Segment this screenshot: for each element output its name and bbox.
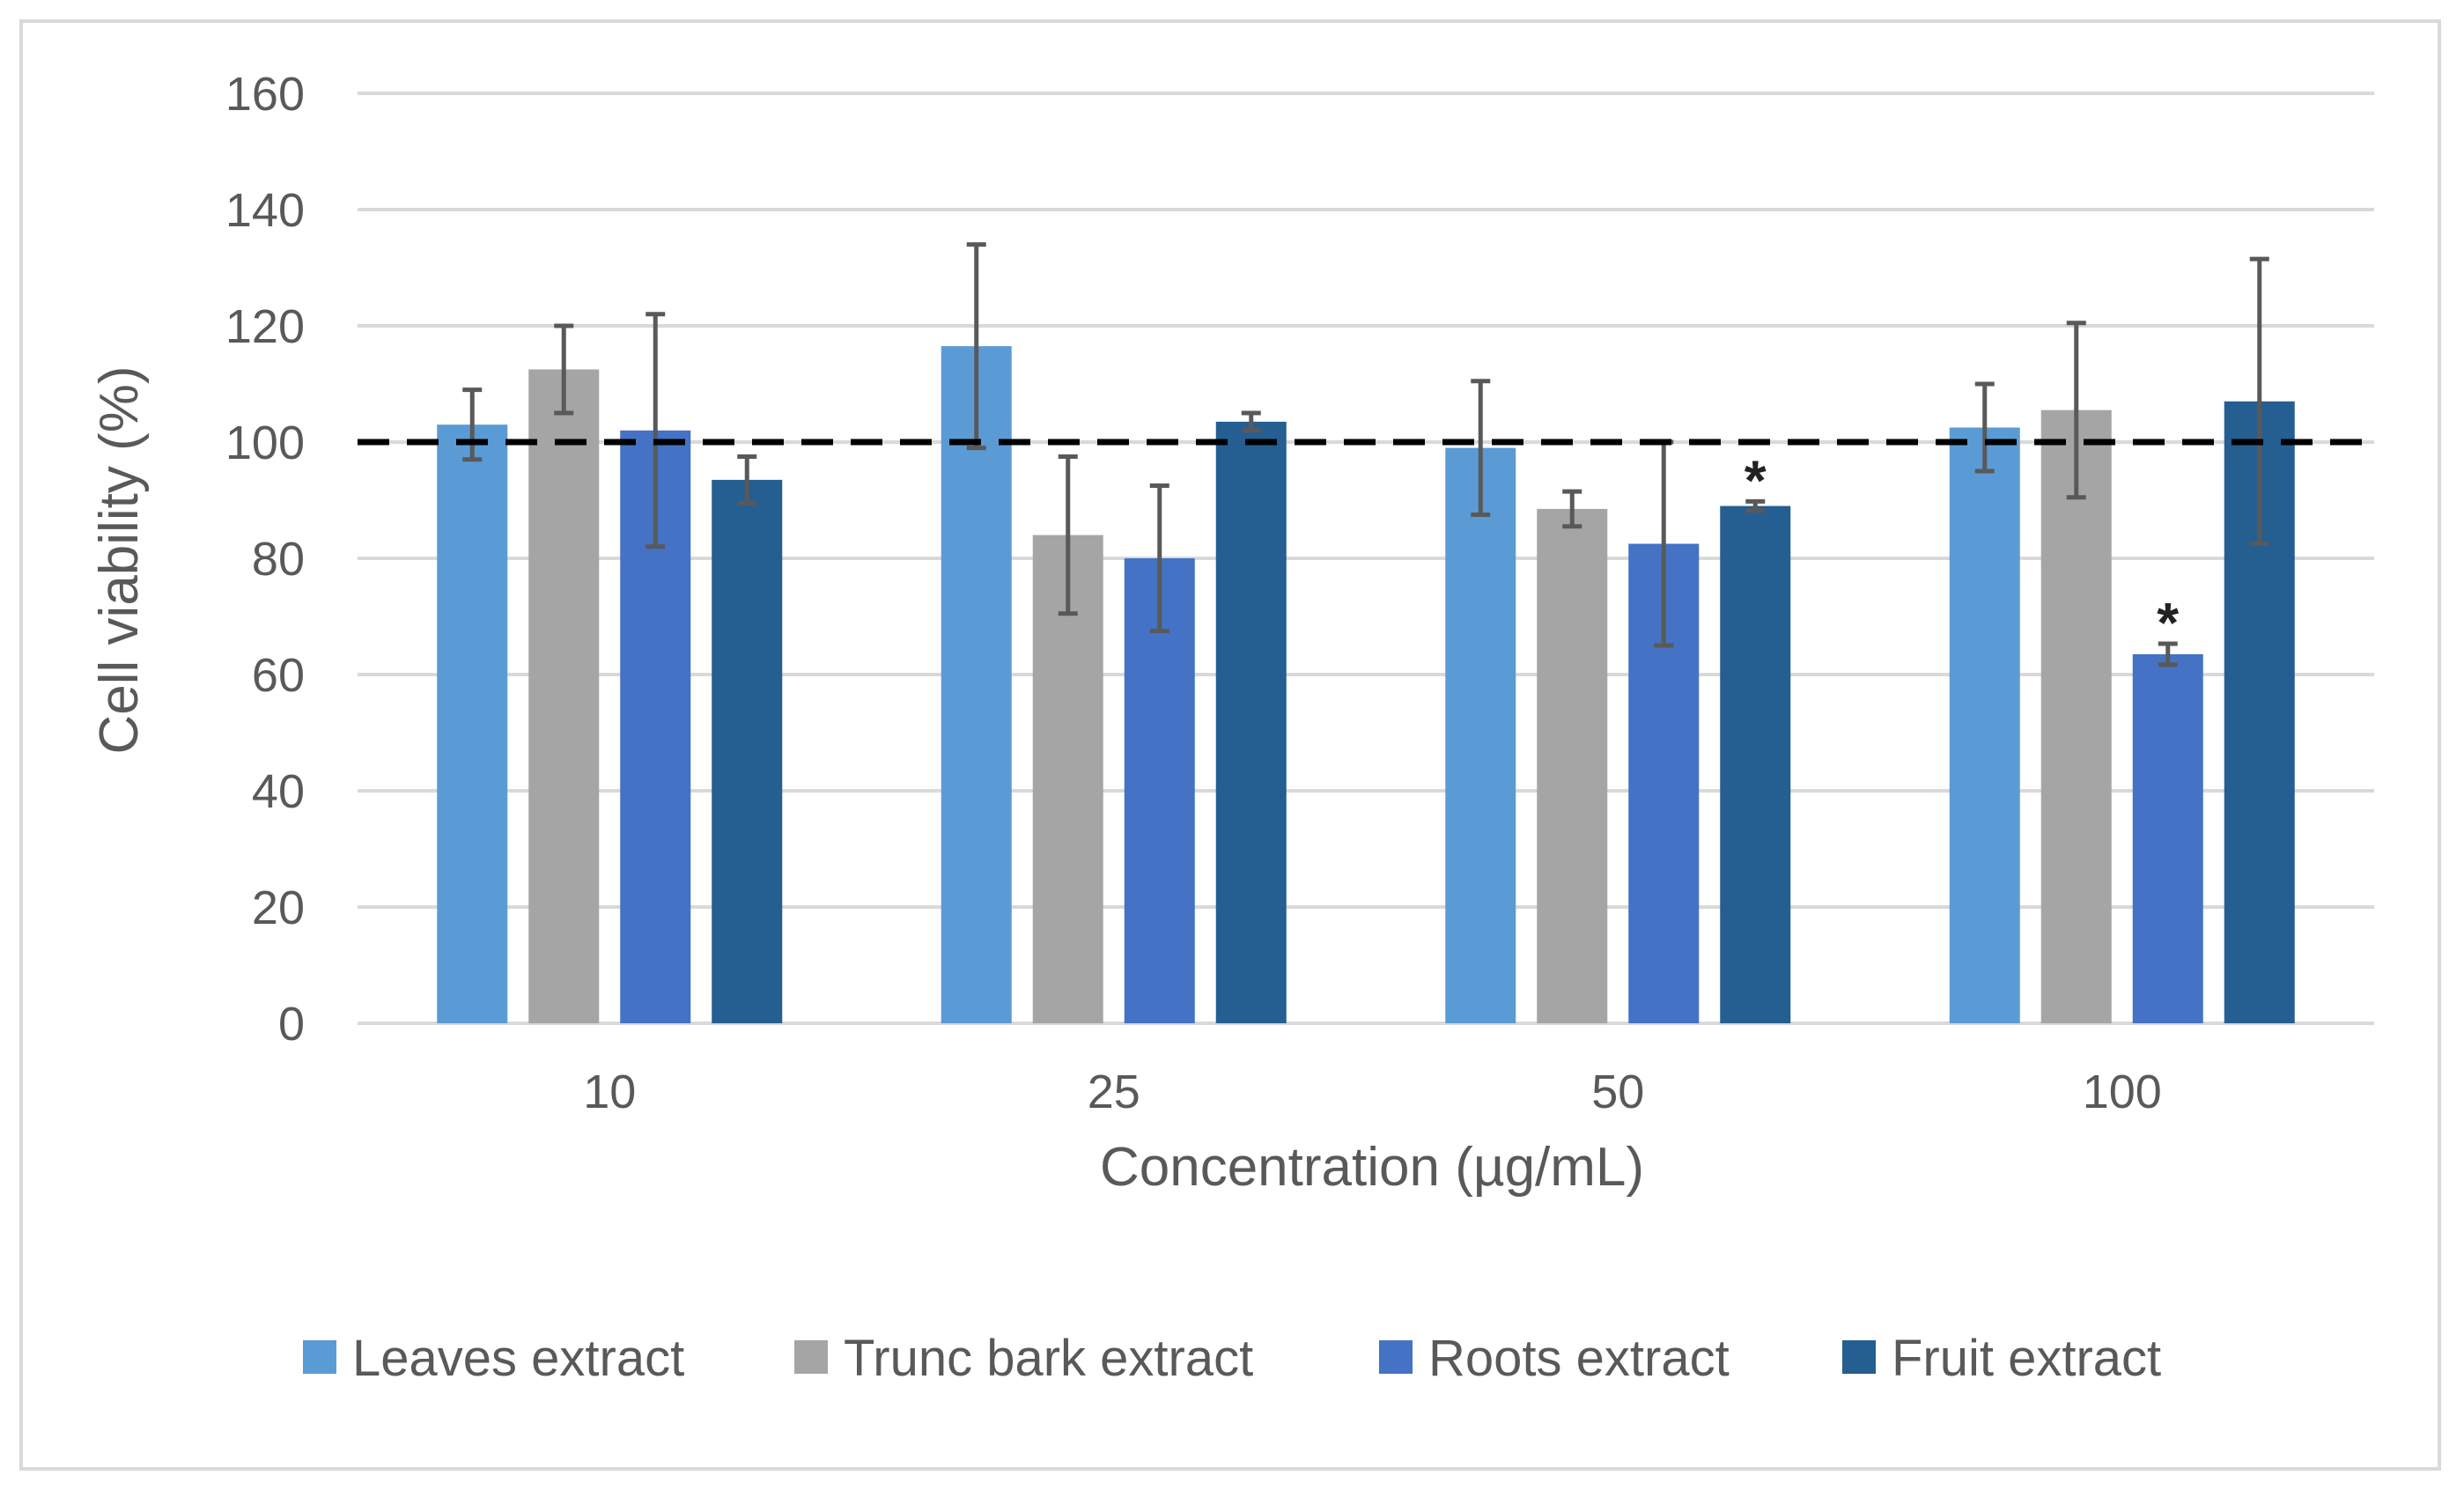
significance-star: *	[1745, 448, 1767, 512]
bar	[1720, 505, 1791, 1023]
bar	[1032, 535, 1103, 1023]
bar	[1537, 508, 1608, 1023]
y-tick-label: 60	[252, 649, 305, 702]
legend: Leaves extract Trunc bark extract Roots ex…	[303, 1330, 2161, 1387]
y-tick-label: 100	[225, 417, 305, 469]
bar	[2040, 409, 2112, 1023]
bar	[1215, 421, 1287, 1023]
significance-star: *	[2157, 591, 2179, 654]
x-tick-label: 10	[583, 1066, 636, 1118]
y-tick-label: 160	[225, 68, 305, 121]
y-tick-labels: 0 20 40 60 80 100 120 140 160	[225, 68, 305, 1051]
bar	[712, 479, 783, 1023]
legend-label: Roots extract	[1428, 1330, 1730, 1387]
bar	[437, 424, 508, 1023]
bars	[437, 346, 2295, 1024]
bar	[941, 346, 1012, 1024]
y-axis-title: Cell viability (%)	[89, 366, 150, 755]
legend-label: Fruit extract	[1892, 1330, 2161, 1387]
y-tick-label: 40	[252, 765, 305, 818]
bar	[1124, 558, 1195, 1023]
x-tick-label: 100	[2083, 1066, 2162, 1118]
y-tick-label: 20	[252, 881, 305, 934]
bar	[2132, 653, 2203, 1023]
error-bars: **	[462, 242, 2269, 668]
y-tick-label: 0	[278, 998, 305, 1051]
bar	[1949, 427, 2020, 1023]
legend-label: Leaves extract	[352, 1330, 684, 1387]
x-axis-title: Concentration (µg/mL)	[1100, 1137, 1644, 1198]
x-tick-label: 50	[1591, 1066, 1644, 1118]
legend-swatch	[303, 1340, 336, 1374]
x-tick-label: 25	[1088, 1066, 1140, 1118]
y-tick-label: 120	[225, 300, 305, 353]
bar	[1445, 447, 1516, 1024]
legend-swatch	[794, 1340, 828, 1374]
chart-frame: * * 0 20 40 60 80 100 120 140 160 10 25 50 100 Cell …	[19, 19, 2441, 1471]
legend-label: Trunc bark extract	[844, 1330, 1253, 1387]
legend-swatch	[1379, 1340, 1413, 1374]
bar	[528, 369, 600, 1023]
x-tick-labels: 10 25 50 100	[583, 1066, 2162, 1118]
y-tick-label: 140	[225, 184, 305, 237]
y-tick-label: 80	[252, 533, 305, 586]
legend-swatch	[1842, 1340, 1876, 1374]
